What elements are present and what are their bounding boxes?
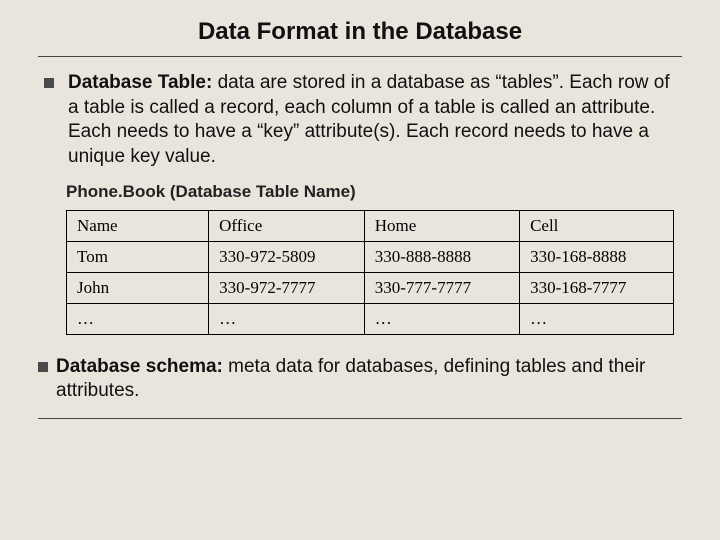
table-caption: Phone.Book (Database Table Name) — [66, 182, 682, 202]
bullet-2-lead: Database schema: — [56, 356, 223, 377]
square-bullet-icon — [38, 362, 48, 372]
table-cell: 330-168-7777 — [520, 272, 674, 303]
table-cell: … — [520, 303, 674, 334]
bullet-item-1: Database Table: data are stored in a dat… — [38, 71, 682, 170]
table-cell: … — [364, 303, 519, 334]
phonebook-table: Name Office Home Cell Tom 330-972-5809 3… — [66, 210, 674, 335]
table-cell: 330-777-7777 — [364, 272, 519, 303]
table-cell: … — [67, 303, 209, 334]
table-cell: 330-972-5809 — [209, 241, 365, 272]
table-cell: John — [67, 272, 209, 303]
table-row: John 330-972-7777 330-777-7777 330-168-7… — [67, 272, 674, 303]
table-row: Tom 330-972-5809 330-888-8888 330-168-88… — [67, 241, 674, 272]
slide-container: Data Format in the Database Database Tab… — [0, 0, 720, 419]
table-cell: 330-168-8888 — [520, 241, 674, 272]
title-divider — [38, 56, 682, 57]
slide-title: Data Format in the Database — [38, 18, 682, 56]
table-cell: Tom — [67, 241, 209, 272]
table-row: Name Office Home Cell — [67, 210, 674, 241]
table-cell: 330-888-8888 — [364, 241, 519, 272]
bullet-1-paragraph: Database Table: data are stored in a dat… — [68, 71, 682, 170]
table-cell: 330-972-7777 — [209, 272, 365, 303]
bullet-2-paragraph: Database schema: meta data for databases… — [56, 355, 682, 404]
table-row: … … … … — [67, 303, 674, 334]
bullet-item-2: Database schema: meta data for databases… — [32, 355, 682, 404]
table-cell: … — [209, 303, 365, 334]
table-header-cell: Cell — [520, 210, 674, 241]
table-header-cell: Home — [364, 210, 519, 241]
table-header-cell: Office — [209, 210, 365, 241]
bottom-divider — [38, 418, 682, 419]
square-bullet-icon — [44, 78, 54, 88]
bullet-1-lead: Database Table: — [68, 72, 212, 93]
table-header-cell: Name — [67, 210, 209, 241]
